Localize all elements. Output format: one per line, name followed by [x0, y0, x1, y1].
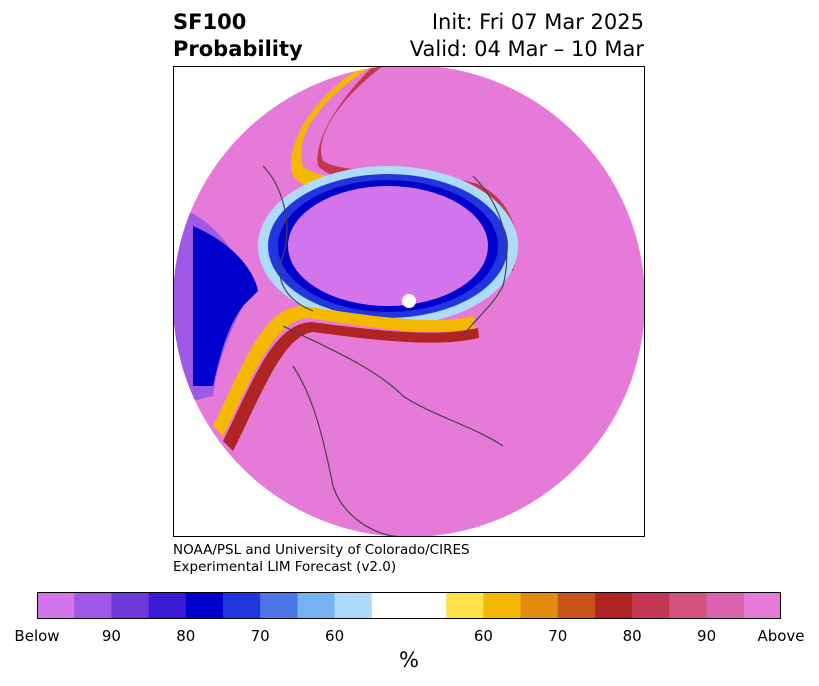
title-kind: Probability [173, 37, 303, 61]
colorbar-swatch [37, 592, 75, 619]
colorbar-swatch [446, 592, 484, 619]
colorbar-tick-label: 70 [250, 627, 270, 645]
title-variable: SF100 [173, 10, 247, 34]
colorbar-tick-label: 80 [176, 627, 196, 645]
colorbar-tick-label: 90 [697, 627, 717, 645]
colorbar-swatch [260, 592, 298, 619]
colorbar-unit: % [399, 648, 419, 672]
colorbar-tick-label: 80 [622, 627, 642, 645]
map-frame [173, 66, 645, 537]
colorbar-tick-label: 60 [473, 627, 493, 645]
colorbar [37, 592, 781, 619]
map-title: SF100 Probability [173, 9, 303, 63]
colorbar-swatch [483, 592, 522, 619]
colorbar-swatch [669, 592, 708, 619]
colorbar-tick-label: Below [14, 627, 60, 645]
colorbar-tick-label: Above [757, 627, 805, 645]
colorbar-swatch [223, 592, 261, 619]
coastline [282, 325, 504, 447]
coastline [462, 175, 508, 337]
colorbar-swatch [74, 592, 112, 619]
colorbar-frame [37, 592, 781, 619]
colorbar-swatch [371, 592, 410, 619]
colorbar-tick-label: 90 [101, 627, 121, 645]
colorbar-tick-label: 70 [548, 627, 568, 645]
cold-core [288, 186, 488, 306]
colorbar-swatch [632, 592, 670, 619]
map-dates: Init: Fri 07 Mar 2025 Valid: 04 Mar – 10… [410, 9, 644, 63]
colorbar-swatch [148, 592, 187, 619]
credit: NOAA/PSL and University of Colorado/CIRE… [173, 542, 470, 576]
colorbar-swatch [743, 592, 781, 619]
colorbar-swatch [409, 592, 447, 619]
cold-wedge-west-inner [193, 226, 258, 386]
polar-map [173, 66, 645, 537]
colorbar-swatch [297, 592, 336, 619]
coastline [292, 365, 404, 537]
colorbar-swatch [557, 592, 596, 619]
credit-line-2: Experimental LIM Forecast (v2.0) [173, 559, 397, 575]
colorbar-tick-label: 60 [325, 627, 345, 645]
init-date: Init: Fri 07 Mar 2025 [431, 10, 644, 34]
valid-range: Valid: 04 Mar – 10 Mar [409, 37, 644, 61]
warm-band-lower-red [223, 322, 479, 451]
colorbar-swatch [520, 592, 559, 619]
colorbar-swatch [595, 592, 633, 619]
colorbar-swatch [706, 592, 745, 619]
colorbar-swatch [185, 592, 224, 619]
pole-marker [402, 294, 416, 308]
credit-line-1: NOAA/PSL and University of Colorado/CIRE… [173, 542, 470, 558]
colorbar-swatch [334, 592, 373, 619]
coastline [262, 165, 314, 312]
colorbar-swatch [111, 592, 150, 619]
